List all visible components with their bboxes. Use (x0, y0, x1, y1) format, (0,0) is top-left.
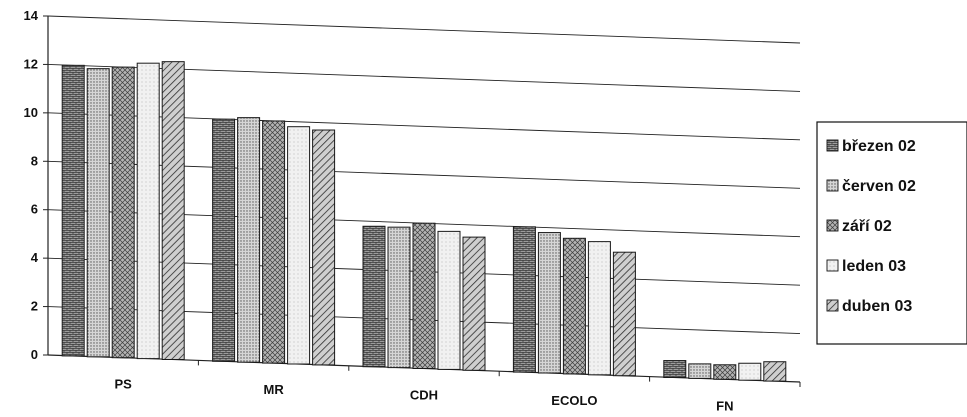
bar-mr-5 (312, 129, 336, 366)
legend-swatch (826, 179, 839, 192)
y-tick-label: 8 (31, 153, 38, 168)
y-tick-label: 2 (31, 299, 38, 314)
bar-ps-3 (111, 66, 135, 359)
bar-ps-1 (61, 64, 85, 357)
bar-cdh-5 (462, 236, 486, 371)
y-tick-label: 12 (24, 56, 38, 71)
y-tick-label: 6 (31, 202, 38, 217)
bar-ps-5 (161, 61, 185, 360)
legend-swatch (826, 139, 839, 152)
gridline (47, 63, 801, 92)
y-tick-label: 14 (24, 8, 39, 23)
x-tick-label: PS (115, 377, 133, 392)
x-tick-label: FN (716, 398, 733, 412)
legend-swatch (826, 259, 839, 272)
bar-mr-4 (287, 126, 311, 365)
legend-label: březen 02 (842, 138, 916, 155)
bar-ecolo-3 (562, 237, 586, 375)
legend-label: září 02 (842, 218, 892, 235)
legend-label: červen 02 (842, 178, 916, 195)
bar-cdh-4 (437, 230, 461, 370)
bar-mr-2 (237, 117, 261, 363)
legend-label: leden 03 (842, 258, 906, 275)
gridline (47, 15, 801, 44)
bar-ps-2 (86, 68, 110, 358)
bar-ps-4 (136, 62, 160, 360)
bar-fn-3 (713, 364, 737, 380)
legend-label: duben 03 (842, 298, 912, 315)
y-tick-label: 10 (24, 105, 38, 120)
legend-swatch (826, 219, 839, 232)
bar-ecolo-5 (612, 251, 636, 377)
bar-cdh-2 (387, 226, 411, 369)
bar-ecolo-2 (537, 232, 561, 374)
bar-mr-3 (262, 120, 286, 364)
bar-ecolo-4 (587, 241, 611, 376)
bar-cdh-3 (412, 222, 436, 369)
bar-fn-1 (663, 360, 687, 379)
bar-cdh-1 (362, 225, 386, 368)
x-tick-label: MR (263, 382, 284, 397)
x-tick-label: CDH (410, 388, 438, 403)
bar-fn-4 (738, 362, 762, 381)
legend-box (816, 121, 967, 345)
y-tick-label: 4 (31, 250, 39, 265)
bar-ecolo-1 (512, 226, 536, 373)
legend-swatch (826, 299, 839, 312)
x-tick-label: ECOLO (551, 393, 597, 408)
bar-fn-5 (763, 361, 787, 382)
bar-fn-2 (688, 363, 712, 379)
y-tick-label: 0 (31, 347, 38, 362)
gridline (47, 160, 801, 189)
bar-mr-1 (212, 118, 236, 362)
gridline (47, 112, 801, 141)
